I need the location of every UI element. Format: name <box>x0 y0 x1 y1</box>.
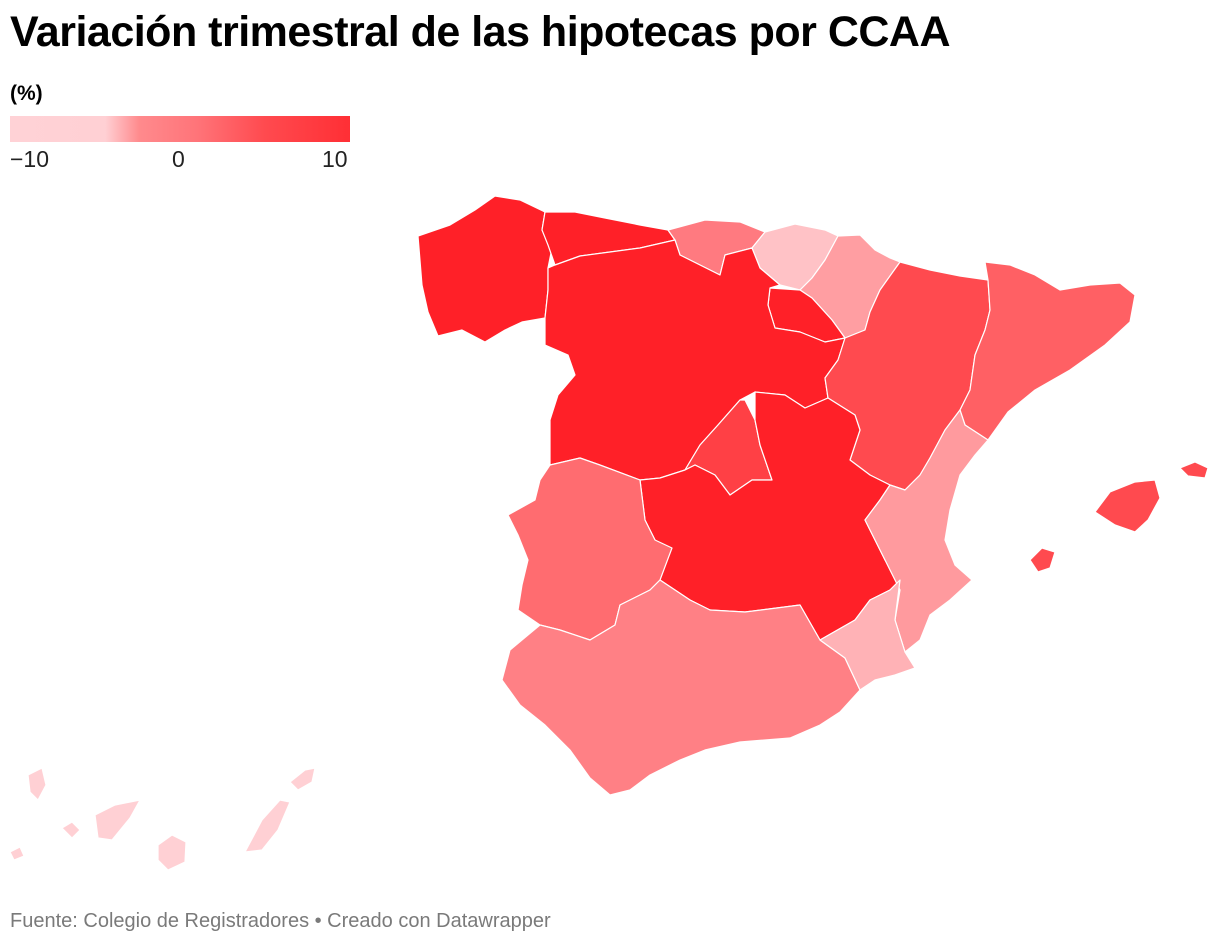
legend-tick-min: −10 <box>10 146 50 172</box>
region-cataluna[interactable] <box>959 261 1136 441</box>
legend-tick-max: 10 <box>322 146 348 172</box>
legend-color-scale <box>10 116 350 142</box>
region-murcia[interactable] <box>819 579 916 691</box>
region-valenciana[interactable] <box>864 409 989 653</box>
chart-title: Variación trimestral de las hipotecas po… <box>10 8 951 56</box>
region-andalucia[interactable] <box>501 579 861 796</box>
region-canarias[interactable] <box>9 767 316 871</box>
region-galicia[interactable] <box>417 195 553 343</box>
legend-tick-mid: 0 <box>172 146 185 172</box>
region-baleares[interactable] <box>1029 461 1209 573</box>
legend-unit: (%) <box>10 82 43 105</box>
source-note: Fuente: Colegio de Registradores • Cread… <box>10 910 551 932</box>
